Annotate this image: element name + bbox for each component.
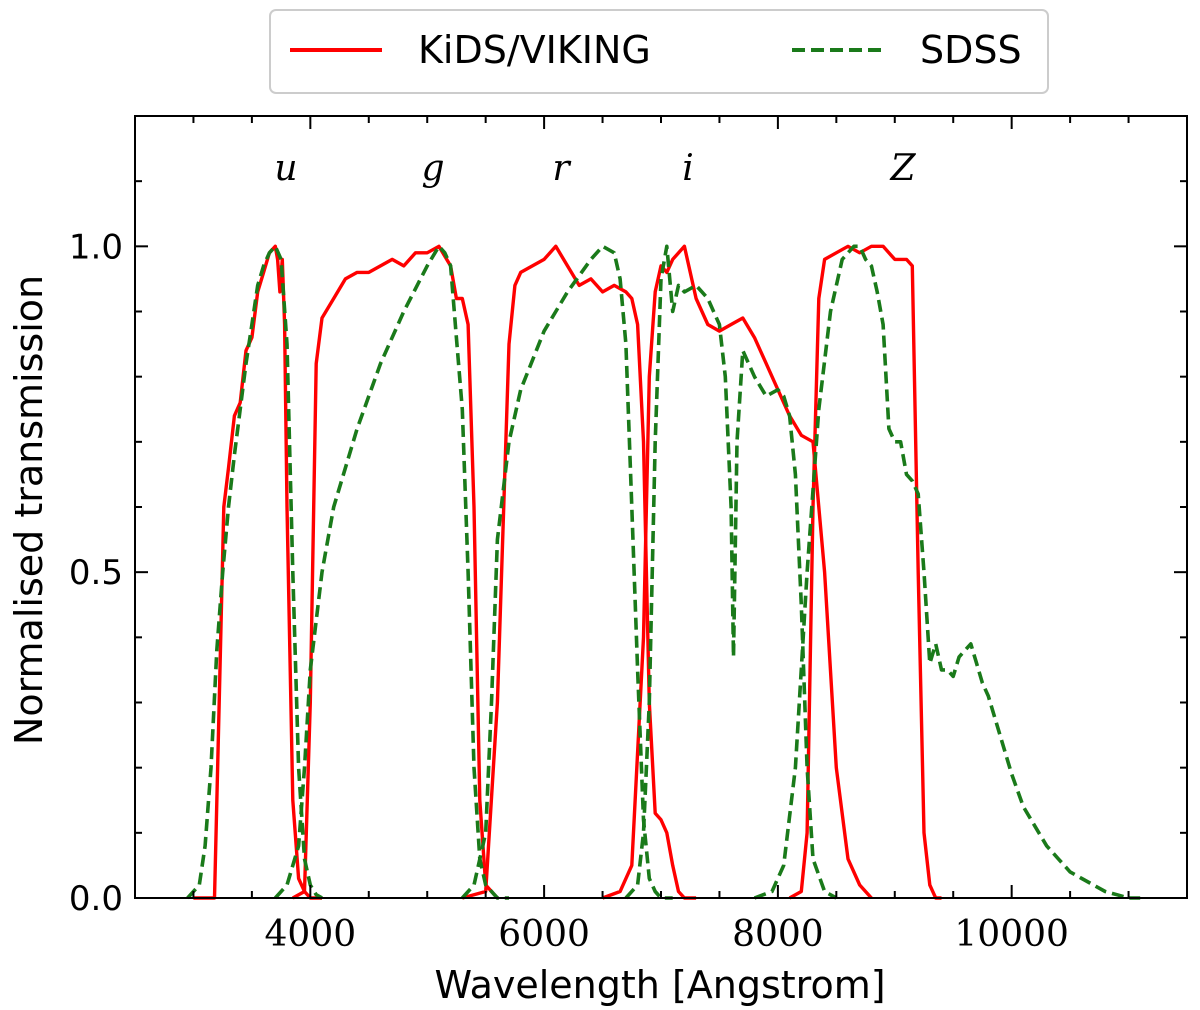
- y-tick-label: 1.0: [69, 227, 123, 267]
- band-label-g: g: [421, 148, 444, 189]
- x-axis-label: Wavelength [Angstrom]: [434, 963, 885, 1007]
- band-label-r: r: [552, 148, 571, 189]
- sdss-Z-line: [753, 244, 1141, 900]
- x-tick-label: 8000: [732, 914, 824, 955]
- x-tick-label: 6000: [498, 914, 590, 955]
- x-tick-label: 10000: [954, 914, 1069, 955]
- band-label-u: u: [274, 148, 297, 189]
- kids-Z-line: [788, 244, 942, 900]
- kids-u-line: [193, 244, 322, 900]
- kids-g-line: [291, 244, 499, 900]
- kids-r-line: [461, 244, 697, 900]
- y-tick-label: 0.5: [69, 553, 123, 593]
- y-tick-label: 0.0: [69, 879, 123, 919]
- sdss-g-line: [273, 244, 509, 900]
- sdss-i-line: [624, 244, 838, 900]
- legend-box: [269, 9, 1049, 94]
- x-tick-label: 4000: [265, 914, 357, 955]
- y-axis-label: Normalised transmission: [7, 275, 51, 745]
- series-layer: [186, 244, 1141, 900]
- band-label-i: i: [682, 148, 694, 189]
- axes-layer: [134, 115, 1188, 899]
- legend-kids-label: KiDS/VIKING: [418, 28, 651, 72]
- band-label-Z: Z: [889, 148, 916, 189]
- sdss-u-line: [186, 244, 323, 900]
- sdss-r-line: [460, 244, 673, 900]
- labels-layer: 4000 6000 8000 10000 0.0 0.5 1.0 u g r i Z: [69, 148, 1069, 955]
- kids-i-line: [602, 244, 873, 900]
- legend: KiDS/VIKING SDSS: [269, 9, 1049, 94]
- legend-sdss-label: SDSS: [920, 28, 1022, 72]
